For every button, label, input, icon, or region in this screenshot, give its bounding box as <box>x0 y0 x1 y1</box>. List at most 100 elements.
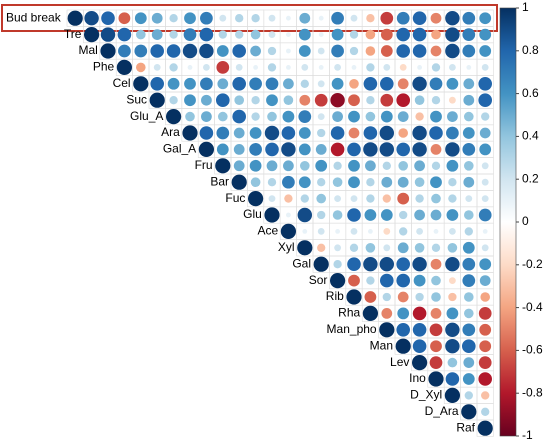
corr-circle <box>331 28 344 41</box>
corr-circle <box>151 29 163 40</box>
corr-circle <box>397 111 409 122</box>
corr-circle <box>464 227 473 236</box>
row-label: Gal <box>292 256 311 270</box>
corr-circle <box>430 258 442 270</box>
corr-circle <box>149 92 165 108</box>
corr-circle <box>183 28 197 41</box>
corr-circle <box>251 96 260 105</box>
corr-circle <box>335 228 341 234</box>
corr-circle <box>363 126 378 140</box>
corr-circle <box>347 142 361 157</box>
corr-circle <box>478 356 492 369</box>
corr-circle <box>365 29 376 40</box>
corr-circle <box>315 159 328 172</box>
corr-circle <box>169 63 178 72</box>
corr-circle <box>447 111 458 122</box>
corr-circle <box>301 64 309 71</box>
corr-circle <box>365 46 376 56</box>
corr-circle <box>283 95 294 106</box>
corr-circle <box>461 404 477 420</box>
corr-circle <box>281 126 296 140</box>
corr-circle <box>413 274 426 287</box>
corr-circle <box>478 77 492 91</box>
corr-circle <box>480 292 491 302</box>
corr-circle <box>299 160 310 171</box>
corr-circle <box>412 125 427 141</box>
corr-circle <box>380 77 394 91</box>
colorbar-tick-label: 0.6 <box>522 86 539 100</box>
corr-circle <box>462 274 476 287</box>
corr-circle <box>430 176 442 189</box>
corr-circle <box>462 323 476 337</box>
corr-circle <box>216 126 230 140</box>
corr-circle <box>446 209 459 221</box>
row-label: Man_pho <box>327 322 377 336</box>
corr-circle <box>381 176 393 188</box>
corr-circle <box>431 275 441 286</box>
corr-circle <box>412 27 427 42</box>
highlight-box <box>1 4 498 32</box>
corr-circle <box>232 77 246 91</box>
corr-circle <box>380 11 394 25</box>
corr-circle <box>250 45 261 57</box>
corr-circle <box>383 244 391 252</box>
corr-circle <box>445 142 460 157</box>
corr-circle <box>297 240 313 256</box>
corr-circle <box>350 195 358 202</box>
corr-circle <box>169 96 178 105</box>
corr-circle <box>302 228 308 234</box>
corr-circle <box>466 64 472 70</box>
corr-circle <box>445 27 460 42</box>
corr-circle <box>397 176 409 188</box>
row-label: D_Xyl <box>410 388 442 402</box>
corr-circle <box>478 372 492 386</box>
corr-circle <box>366 14 375 23</box>
corr-circle <box>366 276 375 285</box>
corr-circle <box>379 142 395 157</box>
corr-circle <box>448 178 457 187</box>
corr-circle <box>396 27 410 42</box>
corr-circle <box>447 242 458 253</box>
corr-circle <box>283 78 294 90</box>
corr-circle <box>285 48 291 54</box>
corr-circle <box>331 11 344 25</box>
corr-circle <box>67 10 83 26</box>
corr-circle <box>318 64 324 70</box>
corr-circle <box>477 420 493 436</box>
row-label: Fru <box>195 158 213 172</box>
corr-circle <box>285 15 291 21</box>
corr-circle <box>380 273 394 288</box>
corr-circle <box>349 78 359 89</box>
corr-circle <box>317 210 326 220</box>
corr-circle <box>481 244 489 252</box>
corr-circle <box>429 356 443 369</box>
corr-circle <box>182 43 198 59</box>
corr-circle <box>347 208 361 222</box>
row-label: Rib <box>326 289 344 303</box>
corr-circle <box>433 228 439 234</box>
corr-circle <box>463 176 475 188</box>
corr-circle <box>364 209 377 221</box>
corr-circle <box>249 127 262 139</box>
corr-circle <box>217 78 229 90</box>
corr-circle <box>412 142 427 157</box>
corr-circle <box>150 44 164 58</box>
corr-circle <box>446 126 459 140</box>
corr-circle <box>449 64 456 71</box>
corr-circle <box>300 79 309 88</box>
corr-circle <box>481 195 489 202</box>
corr-circle <box>84 10 99 26</box>
corr-circle <box>217 111 228 122</box>
corr-circle <box>184 12 196 25</box>
corr-circle <box>317 243 326 252</box>
corr-circle <box>479 127 491 139</box>
corr-circle <box>281 142 296 157</box>
corr-circle <box>430 308 442 319</box>
corr-circle <box>153 64 161 71</box>
corr-circle <box>399 210 408 220</box>
corr-circle <box>268 195 276 202</box>
corr-circle <box>199 126 214 140</box>
corr-circle <box>412 339 427 353</box>
corr-circle <box>478 208 492 222</box>
corr-circle <box>347 257 361 271</box>
